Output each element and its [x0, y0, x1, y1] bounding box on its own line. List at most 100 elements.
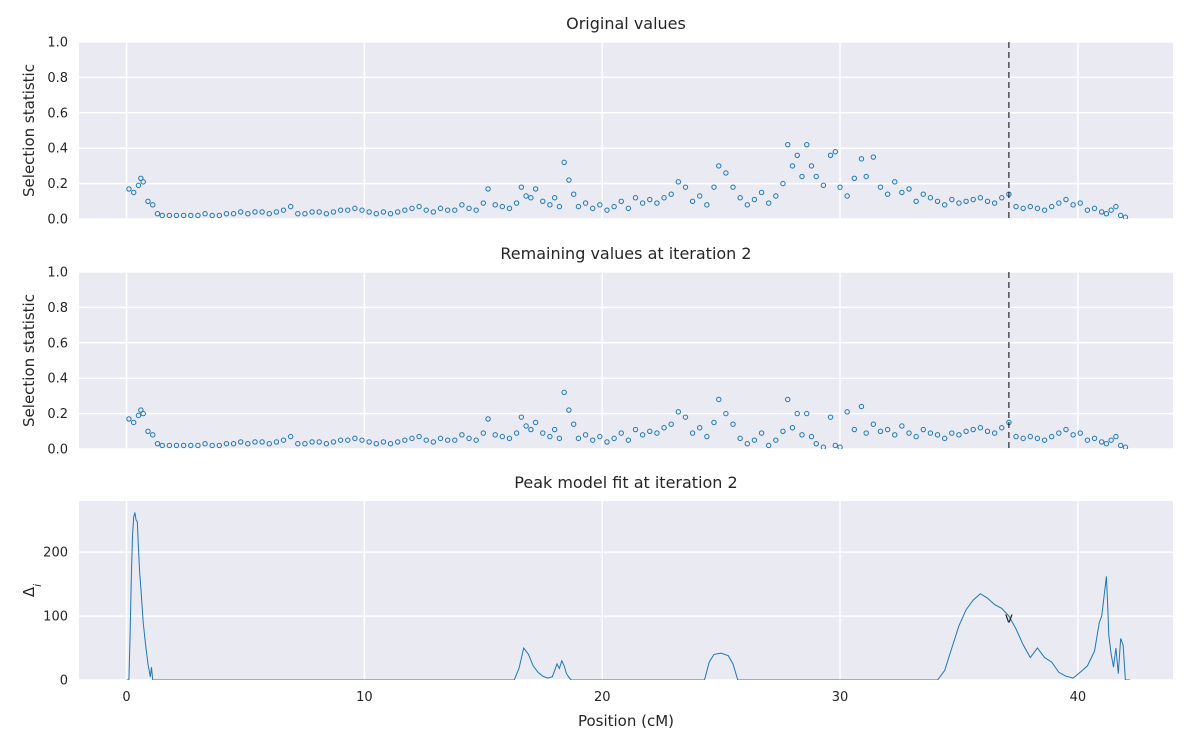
- data-point: [1084, 437, 1091, 443]
- data-point: [661, 425, 667, 431]
- data-point: [941, 202, 948, 208]
- data-point: [380, 209, 387, 215]
- data-point: [1049, 203, 1055, 210]
- data-point: [808, 163, 815, 169]
- data-point: [1041, 437, 1048, 443]
- data-point: [506, 205, 513, 212]
- data-point: [863, 430, 869, 436]
- y-axis-label: Δi: [20, 584, 44, 597]
- data-point: [159, 442, 165, 449]
- data-point: [716, 396, 722, 403]
- data-point: [547, 202, 553, 208]
- data-point: [730, 421, 736, 427]
- data-point: [423, 207, 429, 213]
- data-point: [675, 409, 682, 415]
- chart-title: Original values: [566, 14, 686, 33]
- data-point: [561, 159, 567, 166]
- data-point: [820, 444, 827, 449]
- data-point: [466, 435, 472, 442]
- data-point: [499, 203, 506, 210]
- data-point: [295, 440, 301, 447]
- chart-title: Peak model fit at iteration 2: [514, 473, 737, 492]
- data-point: [913, 198, 919, 205]
- x-tick-label: 30: [832, 690, 849, 705]
- data-point: [977, 425, 984, 431]
- data-point: [437, 205, 444, 212]
- data-point: [485, 416, 491, 422]
- data-point: [991, 200, 998, 206]
- data-point: [780, 180, 786, 187]
- y-tick-label: 0.8: [47, 71, 68, 86]
- x-tick-label: 10: [356, 690, 373, 705]
- data-point: [689, 430, 696, 436]
- data-point: [188, 442, 194, 449]
- data-point: [647, 196, 653, 203]
- data-point: [582, 200, 589, 206]
- data-point: [863, 173, 869, 180]
- data-point: [570, 191, 577, 197]
- y-tick-label: 100: [43, 610, 68, 625]
- y-tick-label: 1.0: [47, 36, 68, 51]
- data-point: [984, 198, 991, 205]
- data-point: [302, 440, 308, 447]
- data-point: [744, 440, 750, 447]
- data-point: [409, 205, 415, 212]
- data-point: [492, 432, 498, 438]
- data-point: [751, 196, 758, 203]
- data-point: [230, 210, 237, 217]
- data-point: [575, 203, 582, 210]
- data-point: [513, 430, 520, 436]
- data-point: [140, 179, 146, 185]
- data-point: [345, 207, 351, 213]
- data-point: [977, 195, 984, 201]
- y-axis-label-subscript: i: [31, 584, 44, 587]
- data-point: [625, 205, 632, 212]
- plot-area: [79, 272, 1173, 449]
- data-point: [949, 196, 955, 203]
- data-point: [1020, 435, 1026, 442]
- data-point: [430, 209, 437, 215]
- data-point: [1113, 203, 1119, 210]
- data-point: [1108, 437, 1114, 443]
- data-point: [844, 409, 850, 415]
- y-tick-label: 0.4: [47, 372, 68, 387]
- data-point: [1117, 212, 1124, 219]
- data-point: [394, 439, 401, 445]
- data-point: [668, 191, 674, 197]
- data-point: [582, 432, 589, 438]
- data-point: [808, 433, 815, 440]
- data-point: [373, 440, 379, 447]
- data-point: [506, 435, 513, 442]
- data-point: [1084, 207, 1091, 213]
- data-point: [820, 182, 827, 189]
- data-point: [223, 440, 230, 447]
- data-point: [661, 195, 667, 201]
- y-tick-label: 0.2: [47, 177, 68, 192]
- data-point: [963, 428, 969, 434]
- data-point: [1020, 205, 1026, 212]
- data-point: [309, 209, 315, 215]
- data-point: [273, 209, 280, 215]
- data-point: [287, 203, 294, 210]
- data-point: [126, 186, 132, 192]
- data-point: [758, 430, 765, 436]
- data-point: [892, 179, 898, 185]
- data-point: [323, 210, 330, 217]
- data-point: [899, 189, 905, 196]
- data-point: [523, 423, 529, 429]
- data-point: [518, 184, 525, 190]
- data-point: [941, 435, 948, 442]
- data-point: [794, 410, 800, 417]
- data-point: [851, 175, 858, 181]
- panel-1: 0.0 0.2 0.4 0.6 0.8 1.0 Original values Selecti…: [20, 14, 1173, 228]
- y-tick-label: 0: [60, 674, 68, 689]
- data-point: [984, 428, 991, 434]
- data-point: [858, 403, 865, 410]
- data-point: [963, 198, 969, 205]
- data-point: [654, 200, 660, 206]
- data-point: [452, 207, 458, 213]
- data-point: [647, 428, 653, 434]
- data-point: [173, 442, 180, 449]
- plot-area: [79, 501, 1173, 680]
- data-point: [730, 184, 736, 190]
